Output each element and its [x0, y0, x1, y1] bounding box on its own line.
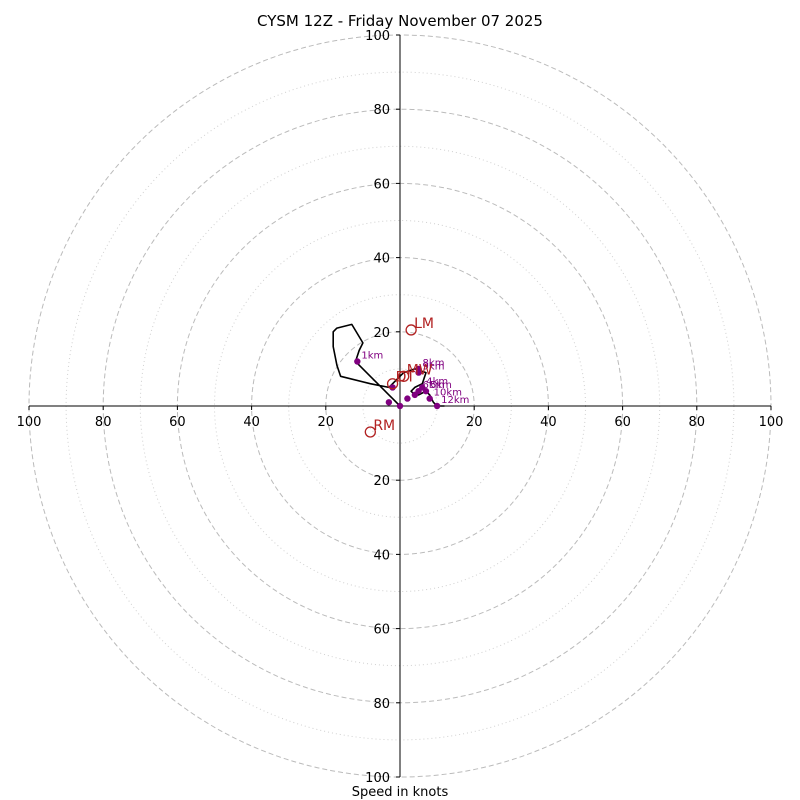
motion-label: LM	[414, 316, 434, 332]
y-tick-label: 20	[373, 326, 390, 341]
height-label: 12km	[441, 395, 469, 406]
y-tick-label: 60	[373, 177, 390, 192]
y-tick-label: 80	[373, 103, 390, 118]
motion-marker	[386, 378, 399, 390]
height-label: 8km	[423, 358, 445, 369]
x-tick-label: 60	[169, 415, 186, 430]
y-tick-label: 40	[373, 252, 390, 267]
height-point	[354, 358, 361, 365]
height-label: 6km	[423, 380, 445, 391]
y-tick-label: 80	[373, 697, 390, 712]
height-point	[422, 387, 430, 395]
motion-label: RM	[373, 418, 395, 434]
motion-marker	[398, 370, 410, 382]
y-tick-label: 20	[373, 474, 390, 489]
motion-label: MW	[407, 362, 433, 378]
motion-label: DT	[396, 370, 416, 386]
height-point	[433, 402, 441, 410]
hodograph-line	[332, 323, 445, 407]
x-tick-label: 100	[17, 415, 42, 430]
y-tick-label: 100	[365, 771, 390, 786]
y-tick-label: 40	[373, 548, 390, 563]
height-label: 1km	[361, 350, 383, 361]
x-axis-label: Speed in knots	[352, 785, 449, 800]
x-tick-label: 40	[540, 415, 557, 430]
x-tick-label: 60	[614, 415, 631, 430]
motion-marker	[405, 324, 417, 336]
x-tick-label: 40	[243, 415, 260, 430]
y-tick-label: 100	[365, 29, 390, 44]
x-tick-label: 80	[95, 415, 112, 430]
height-point	[426, 395, 433, 402]
height-point	[411, 391, 419, 399]
motion-marker	[364, 426, 376, 438]
height-point	[415, 369, 422, 376]
y-tick-label: 60	[373, 623, 390, 638]
height-point	[396, 402, 404, 410]
chart-title: CYSM 12Z - Friday November 07 2025	[257, 12, 543, 30]
tick-labels: 100 80 60 40 20 20 40 60 80 100 100 80 60 40 20 20 40 60 8…	[17, 29, 784, 786]
height-label: 5km	[430, 380, 452, 391]
x-tick-label: 20	[318, 415, 335, 430]
x-tick-label: 100	[759, 415, 784, 430]
wind-trace	[332, 323, 445, 407]
height-label: 4km	[426, 376, 448, 387]
x-tick-label: 20	[466, 415, 483, 430]
height-point	[385, 399, 393, 406]
height-label: 10km	[434, 388, 462, 399]
x-tick-label: 80	[689, 415, 706, 430]
height-point	[404, 395, 411, 402]
height-label: 9km	[423, 362, 445, 373]
